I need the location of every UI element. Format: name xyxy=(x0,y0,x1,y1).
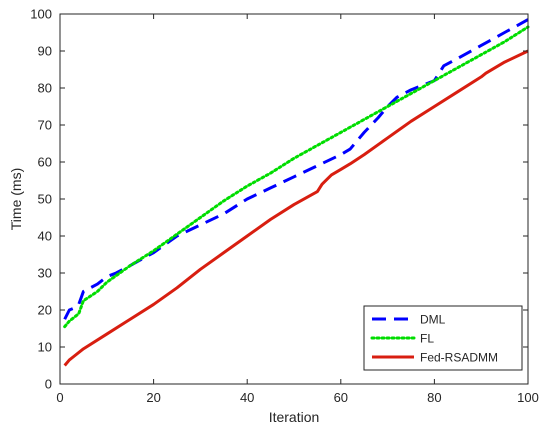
y-tick-label: 10 xyxy=(38,340,52,355)
y-tick-label: 0 xyxy=(45,377,52,392)
y-tick-label: 80 xyxy=(38,81,52,96)
x-tick-label: 40 xyxy=(240,390,254,405)
axis-ticks: 0 20 40 60 80 100 0 10 20 30 40 50 60 70 80 90 100 xyxy=(30,7,539,406)
x-tick-label: 0 xyxy=(56,390,63,405)
y-axis-title: Time (ms) xyxy=(8,168,24,230)
y-tick-label: 70 xyxy=(38,118,52,133)
legend: DML FL Fed-RSADMM xyxy=(363,305,523,371)
x-tick-label: 60 xyxy=(334,390,348,405)
x-tick-label: 100 xyxy=(517,390,539,405)
x-tick-label: 80 xyxy=(427,390,441,405)
legend-box xyxy=(363,305,523,371)
x-axis-title: Iteration xyxy=(269,409,320,425)
x-tick-label: 20 xyxy=(146,390,160,405)
legend-label: FL xyxy=(420,332,434,346)
legend-label: DML xyxy=(420,313,446,327)
y-tick-label: 90 xyxy=(38,44,52,59)
y-tick-label: 30 xyxy=(38,266,52,281)
series-line-fl xyxy=(63,25,530,329)
y-tick-label: 20 xyxy=(38,303,52,318)
y-tick-label: 40 xyxy=(38,229,52,244)
y-tick-label: 50 xyxy=(38,192,52,207)
series-layer xyxy=(63,18,530,367)
y-tick-label: 60 xyxy=(38,155,52,170)
series-line-fed-rsadmm xyxy=(63,49,529,367)
legend-label: Fed-RSADMM xyxy=(420,351,498,365)
y-tick-label: 100 xyxy=(30,7,52,22)
